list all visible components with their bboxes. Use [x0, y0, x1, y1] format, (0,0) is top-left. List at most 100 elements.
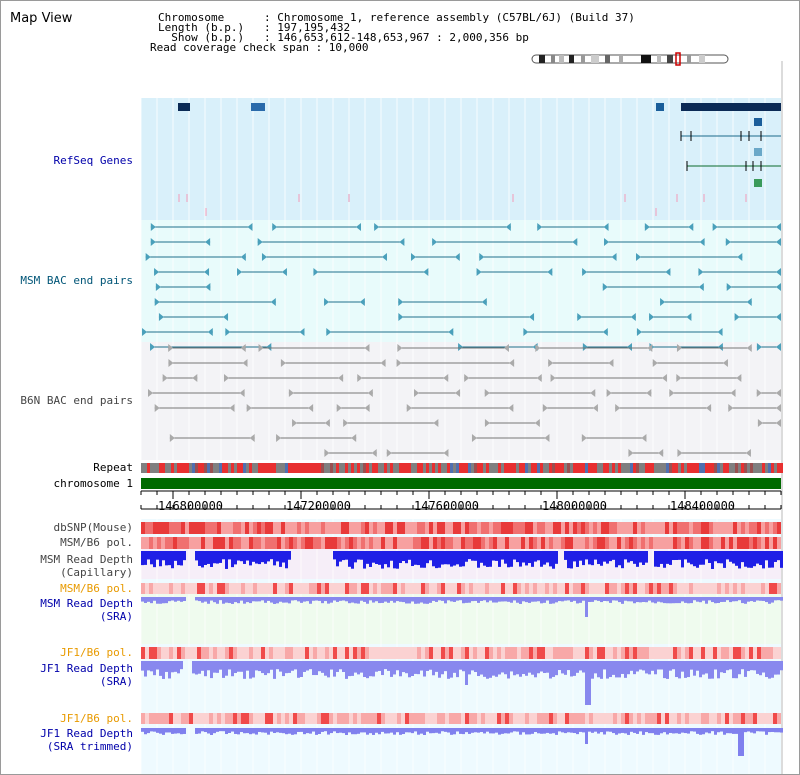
label-jf1-depth-trimmed[interactable]: JF1 Read Depth: [40, 727, 133, 740]
depth-bar: [153, 661, 156, 676]
depth-bar: [486, 551, 489, 567]
repeat-segment: [600, 463, 603, 473]
bac-end: [261, 253, 267, 261]
depth-bar: [489, 728, 492, 734]
depth-bar: [729, 661, 732, 670]
depth-bar: [282, 597, 285, 603]
label-jf1-b6-pol-1[interactable]: JF1/B6 pol.: [60, 646, 133, 659]
depth-bar: [327, 728, 330, 735]
heat-cell: [385, 583, 389, 594]
label-dbsnp[interactable]: dbSNP(Mouse): [53, 521, 133, 534]
depth-bar: [483, 551, 486, 566]
label-chromosome[interactable]: chromosome 1: [53, 477, 133, 490]
heat-cell: [433, 713, 437, 724]
depth-bar: [381, 551, 384, 569]
label-jf1-depth-sra[interactable]: JF1 Read Depth: [40, 662, 133, 675]
heat-cell: [533, 647, 537, 659]
repeat-segment: [606, 463, 609, 473]
repeat-segment: [396, 463, 399, 473]
label-msm-bac[interactable]: MSM BAC end pairs: [20, 274, 133, 287]
depth-bar: [213, 661, 216, 673]
repeat-segment: [309, 463, 312, 473]
bac-end: [357, 374, 363, 382]
label-jf1-b6-pol-2[interactable]: JF1/B6 pol.: [60, 712, 133, 725]
heat-cell: [173, 537, 177, 549]
chromosome-ideogram[interactable]: [529, 52, 733, 66]
repeat-segment: [759, 463, 762, 473]
heat-cell: [573, 713, 577, 724]
bac-end: [324, 298, 330, 306]
depth-bar: [417, 728, 420, 735]
depth-bar: [555, 551, 558, 564]
heat-cell: [189, 583, 193, 594]
label-msm-depth-capillary[interactable]: MSM Read Depth: [40, 553, 133, 566]
heat-cell: [273, 647, 277, 659]
heat-cell: [533, 713, 537, 724]
heat-cell: [389, 522, 393, 534]
heat-cell: [569, 713, 573, 724]
heat-cell: [553, 647, 557, 659]
depth-bar: [213, 551, 216, 564]
bac-end: [604, 238, 610, 246]
heat-cell: [677, 713, 681, 724]
depth-bar: [669, 551, 672, 565]
label-msm-depth-sra[interactable]: MSM Read Depth: [40, 597, 133, 610]
heat-cell: [501, 522, 505, 534]
depth-bar: [222, 597, 225, 604]
gene-feature: [681, 103, 781, 111]
repeat-segment: [465, 463, 468, 473]
depth-bar: [288, 728, 291, 734]
depth-bar: [750, 551, 753, 568]
repeat-segment: [387, 463, 390, 473]
depth-bar: [381, 728, 384, 732]
depth-bar: [225, 551, 228, 569]
depth-bar: [768, 597, 771, 604]
label-msm-b6-pol-1[interactable]: MSM/B6 pol.: [60, 536, 133, 549]
depth-bar: [249, 597, 252, 604]
heat-cell: [633, 713, 637, 724]
heat-cell: [749, 713, 753, 724]
depth-bar: [660, 661, 663, 670]
axis-tick-label: 146800000: [158, 499, 224, 513]
depth-bar: [435, 661, 438, 672]
label-b6n-bac[interactable]: B6N BAC end pairs: [20, 394, 133, 407]
heat-cell: [633, 583, 637, 594]
heat-cell: [669, 583, 673, 594]
heat-cell: [481, 537, 485, 549]
heat-cell: [513, 537, 517, 549]
depth-bar: [480, 728, 483, 733]
depth-bar: [468, 551, 471, 560]
heat-cell: [145, 537, 149, 549]
heat-cell: [581, 583, 585, 594]
heat-cell: [581, 713, 585, 724]
repeat-segment: [336, 463, 339, 473]
heat-cell: [321, 537, 325, 549]
label-msm-b6-pol-2[interactable]: MSM/B6 pol.: [60, 582, 133, 595]
repeat-segment: [471, 463, 474, 473]
repeat-segment: [180, 463, 183, 473]
label-refseq-genes[interactable]: RefSeq Genes: [53, 154, 133, 167]
depth-bar: [567, 597, 570, 601]
depth-bar: [510, 728, 513, 733]
heat-cell: [221, 713, 225, 724]
depth-bar: [771, 661, 774, 678]
repeat-segment: [393, 463, 396, 473]
depth-bar: [492, 551, 495, 561]
heat-cell: [645, 522, 649, 534]
heat-cell: [737, 713, 741, 724]
heat-cell: [625, 713, 629, 724]
depth-bar: [489, 597, 492, 601]
depth-bar: [771, 551, 774, 568]
heat-cell: [153, 537, 157, 549]
heat-cell: [465, 713, 469, 724]
depth-bar: [636, 661, 639, 672]
heat-cell: [553, 522, 557, 534]
heat-cell: [473, 647, 477, 659]
repeat-segment: [318, 463, 321, 473]
repeat-segment: [648, 463, 651, 473]
heat-cell: [481, 583, 485, 594]
repeat-segment: [300, 463, 303, 473]
heat-cell: [213, 713, 217, 724]
label-repeat[interactable]: Repeat: [93, 461, 133, 474]
